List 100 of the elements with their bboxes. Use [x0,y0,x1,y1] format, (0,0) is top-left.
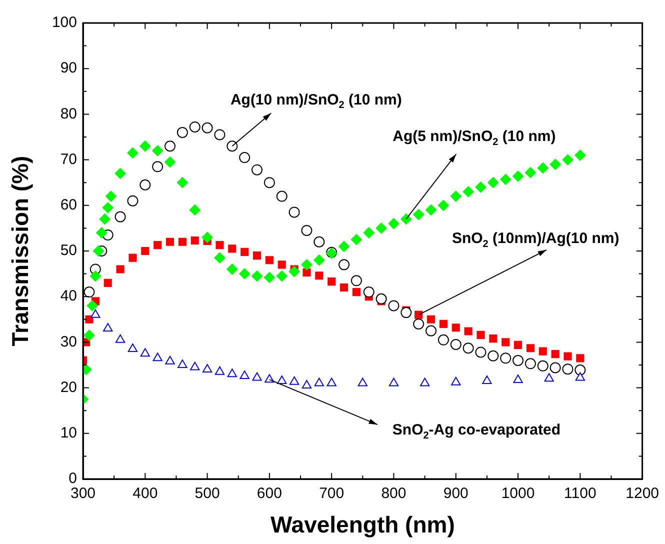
point [315,272,324,280]
point [240,370,250,379]
y-tick-label: 60 [60,196,77,214]
y-tick-label: 70 [60,150,77,168]
x-tick-label: 800 [381,485,406,502]
y-tick-label: 10 [60,424,77,442]
point [114,168,126,179]
point [189,204,200,216]
point [190,236,199,245]
point [314,378,324,386]
point [512,170,524,182]
point [190,362,200,370]
point [104,278,112,287]
point [141,246,150,256]
point [562,154,574,166]
point [128,344,138,352]
point [451,376,461,386]
point [152,352,162,362]
point [240,248,249,256]
point [314,254,325,266]
point [439,320,448,328]
point [489,334,498,343]
point [537,162,548,174]
point [239,268,250,280]
point [376,293,387,304]
point [265,256,274,264]
point [438,200,449,211]
point [575,372,585,381]
point [358,378,368,386]
point [127,147,138,158]
y-tick-label: 30 [60,333,77,350]
point [450,190,462,202]
point [289,376,300,385]
point [426,204,437,216]
point [90,270,101,282]
y-axis-title: Transmission (%) [7,156,34,346]
point [420,378,430,386]
point [363,286,374,298]
point [526,344,534,352]
point [340,283,348,292]
point [376,222,387,234]
x-tick-label: 1100 [564,485,596,502]
point [500,174,512,185]
point [574,150,586,161]
point [544,373,554,382]
y-tick-label: 0 [68,470,77,488]
point [338,240,350,252]
point [352,288,360,296]
point [426,315,436,324]
point [90,309,100,318]
x-tick-label: 1000 [501,485,535,502]
point [178,360,188,368]
point [216,241,224,250]
point [152,145,164,156]
point [102,202,114,214]
point [252,372,262,381]
y-tick-label: 90 [60,60,77,77]
x-tick-label: 300 [70,485,96,502]
point [252,252,262,260]
point [524,167,536,178]
point [154,241,162,250]
point [464,327,472,336]
point [178,238,186,246]
point [302,380,312,389]
point [302,268,311,276]
y-tick-label: 80 [60,105,77,122]
x-tick-label: 700 [319,485,344,502]
point [326,378,336,386]
x-tick-label: 900 [443,485,468,502]
point [93,246,104,256]
point [202,232,213,243]
point [165,356,175,364]
point [388,378,399,386]
point [116,265,124,274]
x-tick-label: 1200 [626,485,660,502]
point [288,266,300,278]
point [227,368,237,378]
point [96,227,108,238]
y-tick-label: 20 [60,378,77,396]
point [140,348,150,357]
point [576,354,584,362]
point [277,375,287,384]
x-tick-label: 400 [132,485,158,502]
point [278,260,286,269]
point [214,252,226,264]
point [99,214,110,225]
point [140,140,151,152]
point [400,214,412,225]
point [513,374,523,384]
x-tick-label: 600 [256,485,282,502]
point [86,300,98,312]
y-tick-label: 50 [60,242,77,260]
point [301,259,312,270]
point [202,364,212,373]
point [502,338,510,346]
point [176,177,188,188]
point [482,375,492,384]
point [363,227,374,238]
point [164,156,176,168]
point [214,366,225,375]
